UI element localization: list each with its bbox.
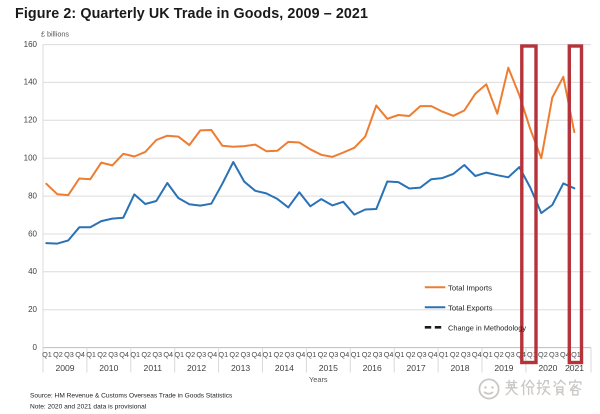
svg-text:40: 40 xyxy=(28,267,37,276)
svg-text:2015: 2015 xyxy=(319,363,338,373)
svg-text:Q4: Q4 xyxy=(207,350,217,359)
svg-text:160: 160 xyxy=(24,40,38,49)
svg-text:Q3: Q3 xyxy=(196,350,206,359)
svg-text:Q1: Q1 xyxy=(439,350,449,359)
svg-text:Q2: Q2 xyxy=(141,350,151,359)
svg-text:Q4: Q4 xyxy=(163,350,173,359)
svg-text:2017: 2017 xyxy=(407,363,426,373)
svg-text:£ billions: £ billions xyxy=(41,30,69,39)
svg-text:Q4: Q4 xyxy=(384,350,394,359)
svg-text:0: 0 xyxy=(33,343,38,352)
svg-text:Q2: Q2 xyxy=(406,350,416,359)
svg-text:Q3: Q3 xyxy=(417,350,427,359)
svg-text:Q1: Q1 xyxy=(86,350,96,359)
svg-text:2009: 2009 xyxy=(55,363,74,373)
svg-text:Q1: Q1 xyxy=(130,350,140,359)
svg-text:Q1: Q1 xyxy=(395,350,405,359)
svg-text:2013: 2013 xyxy=(231,363,250,373)
svg-text:Q1: Q1 xyxy=(307,350,317,359)
svg-text:Q4: Q4 xyxy=(296,350,306,359)
svg-text:2016: 2016 xyxy=(363,363,382,373)
svg-text:Q3: Q3 xyxy=(108,350,118,359)
svg-text:Q2: Q2 xyxy=(229,350,239,359)
svg-text:Q3: Q3 xyxy=(64,350,74,359)
svg-text:Q2: Q2 xyxy=(538,350,548,359)
svg-text:Q1: Q1 xyxy=(263,350,273,359)
svg-text:Source: HM Revenue & Customs O: Source: HM Revenue & Customs Overseas Tr… xyxy=(30,393,233,400)
svg-text:20: 20 xyxy=(28,305,37,314)
svg-text:2020: 2020 xyxy=(538,363,557,373)
svg-text:Q3: Q3 xyxy=(549,350,559,359)
svg-text:Q1: Q1 xyxy=(42,350,52,359)
svg-text:Q2: Q2 xyxy=(185,350,195,359)
svg-text:2021: 2021 xyxy=(565,363,584,373)
svg-text:Q1: Q1 xyxy=(571,350,581,359)
svg-text:Q2: Q2 xyxy=(53,350,63,359)
svg-text:Change in Methodology: Change in Methodology xyxy=(448,323,526,332)
svg-text:Q2: Q2 xyxy=(274,350,284,359)
svg-text:2014: 2014 xyxy=(275,363,294,373)
svg-text:Q4: Q4 xyxy=(119,350,129,359)
svg-text:80: 80 xyxy=(28,191,37,200)
svg-text:Q4: Q4 xyxy=(75,350,85,359)
svg-text:2010: 2010 xyxy=(99,363,118,373)
svg-text:Q3: Q3 xyxy=(505,350,515,359)
svg-text:Q4: Q4 xyxy=(252,350,262,359)
svg-text:Note: 2020 and 2021 data is pr: Note: 2020 and 2021 data is provisional xyxy=(30,404,147,411)
svg-text:Q2: Q2 xyxy=(494,350,504,359)
svg-text:60: 60 xyxy=(28,229,37,238)
svg-text:Q2: Q2 xyxy=(318,350,328,359)
svg-text:Q3: Q3 xyxy=(461,350,471,359)
svg-text:Q2: Q2 xyxy=(362,350,372,359)
svg-text:2018: 2018 xyxy=(450,363,469,373)
svg-text:Q1: Q1 xyxy=(218,350,228,359)
svg-text:Q3: Q3 xyxy=(241,350,251,359)
svg-text:Q4: Q4 xyxy=(472,350,482,359)
svg-text:Q1: Q1 xyxy=(351,350,361,359)
svg-text:Q4: Q4 xyxy=(340,350,350,359)
svg-text:Q3: Q3 xyxy=(285,350,295,359)
svg-text:Q1: Q1 xyxy=(174,350,184,359)
svg-text:Q3: Q3 xyxy=(152,350,162,359)
svg-text:Years: Years xyxy=(309,375,328,384)
svg-text:Total Imports: Total Imports xyxy=(448,283,492,292)
svg-text:Q2: Q2 xyxy=(97,350,107,359)
svg-text:Total Exports: Total Exports xyxy=(448,303,493,312)
svg-text:100: 100 xyxy=(24,154,38,163)
svg-text:2011: 2011 xyxy=(144,363,163,373)
svg-text:Q1: Q1 xyxy=(483,350,493,359)
svg-text:Q3: Q3 xyxy=(373,350,383,359)
svg-text:140: 140 xyxy=(24,78,38,87)
svg-text:Q1: Q1 xyxy=(527,350,537,359)
svg-text:Q2: Q2 xyxy=(450,350,460,359)
svg-text:2012: 2012 xyxy=(187,363,206,373)
svg-text:Q3: Q3 xyxy=(329,350,339,359)
svg-text:Q4: Q4 xyxy=(428,350,438,359)
svg-text:Q4: Q4 xyxy=(560,350,570,359)
svg-text:120: 120 xyxy=(24,116,38,125)
svg-text:2019: 2019 xyxy=(494,363,513,373)
